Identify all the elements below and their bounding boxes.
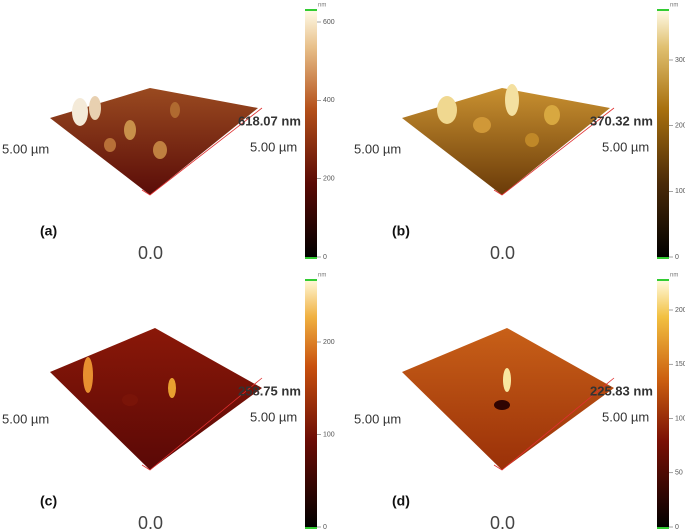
colorbar-tick-label: 200 [323,339,335,346]
height-label: 225.83 nm [590,383,653,398]
zero-label: 0.0 [490,243,515,263]
afm-panel: 618.07 nm 5.00 µm 5.00 µm (a) 0.0 nm 600 400 200… [2,3,335,263]
surface-peak [544,105,560,125]
colorbar-unit: nm [670,3,678,9]
colorbar-unit: nm [318,273,326,279]
colorbar-tick-label: 100 [323,431,335,438]
colorbar-tick-label: 150 [675,361,685,368]
colorbar-tick-label: 50 [675,470,683,477]
colorbar-tick-label: 400 [323,97,335,104]
colorbar-tick-label: 200 [675,123,685,130]
axis-line [493,107,615,196]
afm-panel: 225.83 nm 5.00 µm 5.00 µm (d) 0.0 nm 200 150 100… [354,273,685,529]
surface-peak [170,102,180,118]
x-size-label: 5.00 µm [2,141,49,156]
y-size-label: 5.00 µm [602,139,649,154]
axis-line [141,377,263,471]
surface-peak [124,120,136,140]
y-size-label: 5.00 µm [250,139,297,154]
zero-label: 0.0 [138,243,163,263]
colorbar [657,10,669,258]
surface-peak [503,368,511,392]
surface-peak [122,394,138,406]
surface [50,88,258,195]
colorbar-tick-label: 0 [675,254,679,261]
surface-peak [437,96,457,124]
panel-label: (d) [392,493,410,509]
x-size-label: 5.00 µm [354,411,401,426]
axis-line [141,107,263,196]
y-size-label: 5.00 µm [250,409,297,424]
height-label: 618.07 nm [238,113,301,128]
panel-label: (c) [40,493,57,509]
surface [402,328,614,470]
zero-label: 0.0 [490,513,515,529]
colorbar-tick-label: 600 [323,19,335,26]
colorbar [305,280,317,528]
afm-panel: 258.75 nm 5.00 µm 5.00 µm (c) 0.0 nm 200 100 0 [2,273,335,529]
colorbar [657,280,669,528]
surface-peak [505,84,519,116]
colorbar-tick-label: 200 [675,307,685,314]
surface-peak [83,357,93,393]
surface [50,328,262,470]
colorbar-tick-label: 100 [675,415,685,422]
afm-panel: 370.32 nm 5.00 µm 5.00 µm (b) 0.0 nm 300 200 100… [354,3,685,263]
y-size-label: 5.00 µm [602,409,649,424]
surface-peak [72,98,88,126]
colorbar-tick-label: 0 [675,524,679,529]
panel-label: (b) [392,223,410,239]
surface-peak [168,378,176,398]
zero-label: 0.0 [138,513,163,529]
surface-peak [104,138,116,152]
panel-label: (a) [40,223,57,239]
x-size-label: 5.00 µm [354,141,401,156]
height-label: 258.75 nm [238,383,301,398]
colorbar-tick-label: 0 [323,524,327,529]
surface-peak [525,133,539,147]
x-size-label: 5.00 µm [2,411,49,426]
surface-peak [473,117,491,133]
colorbar-tick-label: 300 [675,57,685,64]
colorbar-tick-label: 200 [323,176,335,183]
colorbar-tick-label: 0 [323,254,327,261]
colorbar-unit: nm [670,273,678,279]
colorbar-unit: nm [318,3,326,9]
axis-line [493,377,615,471]
surface-peak [89,96,101,120]
surface-peak [153,141,167,159]
colorbar-tick-label: 100 [675,188,685,195]
colorbar [305,10,317,258]
surface-peak [494,400,510,410]
height-label: 370.32 nm [590,113,653,128]
